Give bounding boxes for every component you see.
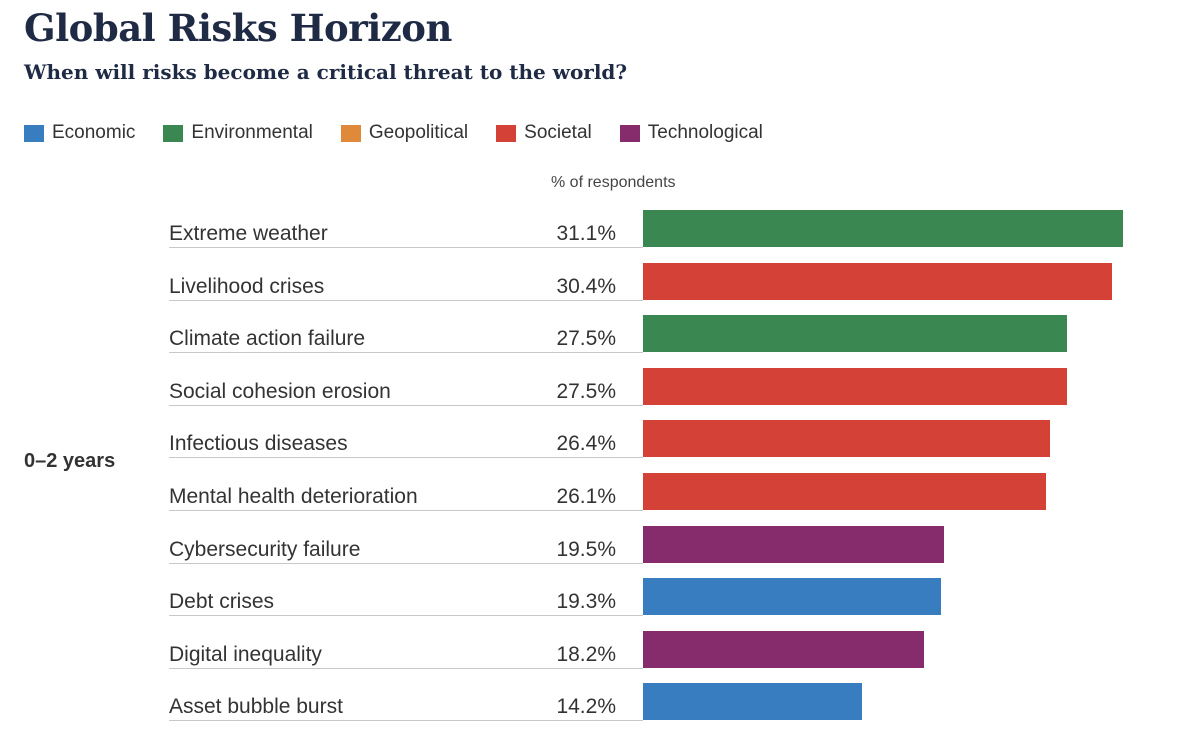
row-divider [169, 667, 643, 669]
bar-row-climate-action-failure: Climate action failure 27.5% [0, 315, 1202, 367]
bar-row-social-cohesion-erosion: Social cohesion erosion 27.5% [0, 367, 1202, 420]
bar-climate-action-failure [643, 315, 1068, 353]
bar-row-debt-crises: Debt crises 19.3% [0, 578, 1202, 630]
category-label: Cybersecurity failure [169, 537, 361, 561]
category-label: Asset bubble burst [169, 695, 343, 719]
row-divider [169, 615, 643, 617]
legend-item-geopolitical: Geopolitical [340, 122, 469, 144]
legend-swatch-technological [619, 124, 640, 142]
legend-label-societal: Societal [524, 122, 592, 143]
legend-item-societal: Societal [496, 122, 592, 144]
bar-infectious-diseases [643, 420, 1051, 458]
value-label: 26.1% [556, 485, 616, 508]
value-label: 27.5% [556, 327, 616, 351]
chart-subtitle: When will risks become a critical threat… [24, 60, 628, 84]
bar-row-infectious-diseases: Infectious diseases 26.4% [0, 420, 1202, 472]
value-label: 19.5% [556, 537, 616, 561]
category-label: Digital inequality [169, 642, 322, 666]
bar-social-cohesion-erosion [643, 367, 1068, 405]
bar-row-asset-bubble-burst: Asset bubble burst 14.2% [0, 683, 1202, 735]
legend-label-geopolitical: Geopolitical [368, 122, 469, 143]
bar-mental-health-deterioration [643, 473, 1046, 510]
legend-label-environmental: Environmental [191, 122, 313, 143]
bar-extreme-weather [643, 210, 1123, 247]
legend-label-economic: Economic [52, 122, 136, 143]
bar-asset-bubble-burst [643, 683, 863, 721]
bar-row-extreme-weather: Extreme weather 31.1% [0, 210, 1202, 262]
value-label: 18.2% [556, 642, 616, 666]
value-label: 27.5% [556, 379, 616, 403]
legend-swatch-economic [24, 124, 44, 142]
value-label: 30.4% [556, 274, 616, 298]
horizon-label: 0–2 years [24, 450, 116, 472]
category-label: Mental health deterioration [169, 485, 418, 508]
bar-livelihood-crises [643, 262, 1113, 300]
value-label: 19.3% [556, 590, 616, 614]
chart-title: Global Risks Horizon [24, 6, 452, 50]
row-divider [169, 457, 643, 459]
legend-swatch-geopolitical [340, 124, 361, 142]
bar-row-livelihood-crises: Livelihood crises 30.4% [0, 262, 1202, 315]
row-divider [169, 352, 643, 354]
value-label: 26.4% [556, 432, 616, 456]
legend-swatch-societal [496, 124, 517, 142]
category-label: Social cohesion erosion [169, 379, 391, 403]
value-label: 31.1% [556, 222, 616, 245]
row-divider [169, 562, 643, 564]
legend: Economic Environmental Geopolitical Soci… [24, 121, 791, 145]
category-label: Debt crises [169, 590, 275, 614]
axis-unit-label: % of respondents [551, 174, 676, 191]
legend-item-technological: Technological [619, 122, 763, 144]
value-label: 14.2% [556, 695, 616, 719]
category-label: Climate action failure [169, 327, 366, 351]
bar-row-digital-inequality: Digital inequality 18.2% [0, 630, 1202, 683]
legend-item-environmental: Environmental [163, 122, 313, 144]
row-divider [169, 404, 643, 406]
row-divider [169, 299, 643, 301]
bar-digital-inequality [643, 630, 924, 668]
row-divider [169, 720, 643, 722]
row-divider [169, 247, 643, 248]
category-label: Extreme weather [169, 222, 328, 245]
row-divider [169, 510, 643, 511]
bar-cybersecurity-failure [643, 525, 944, 563]
legend-item-economic: Economic [24, 122, 135, 144]
legend-swatch-environmental [163, 124, 184, 142]
bar-row-cybersecurity-failure: Cybersecurity failure 19.5% [0, 525, 1202, 578]
category-label: Infectious diseases [169, 432, 348, 456]
category-label: Livelihood crises [169, 274, 325, 298]
bar-debt-crises [643, 578, 941, 616]
bar-row-mental-health-deterioration: Mental health deterioration 26.1% [0, 473, 1202, 525]
legend-label-technological: Technological [647, 122, 763, 143]
